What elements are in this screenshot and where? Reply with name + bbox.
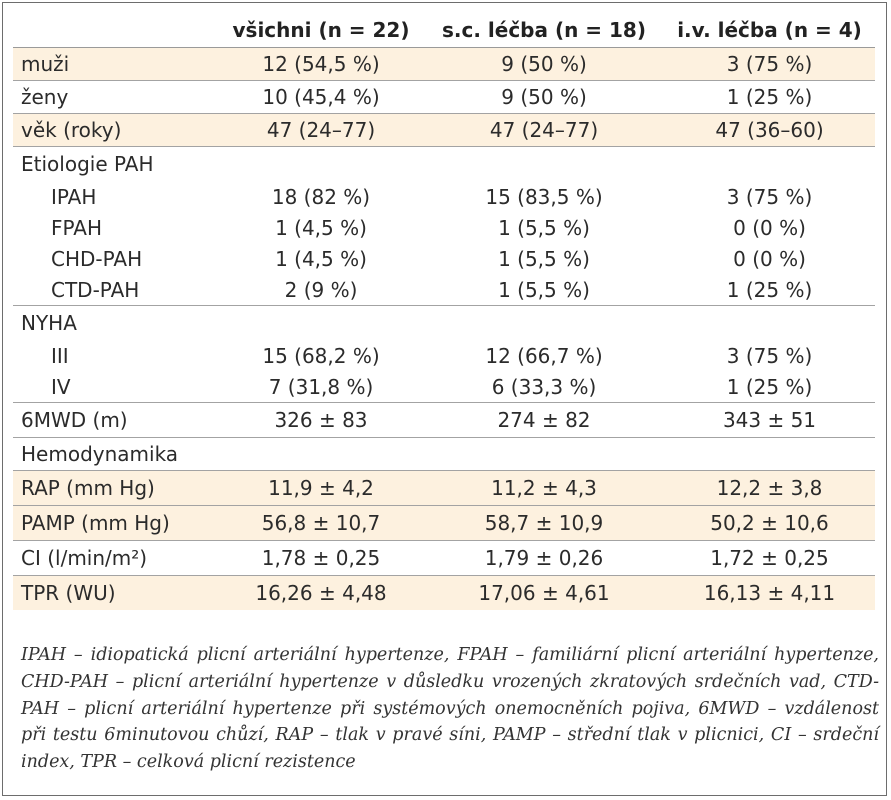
cell-iv: 3 (75 %): [664, 47, 875, 81]
row-label: CHD-PAH: [51, 246, 143, 271]
table-group-row: NYHA: [13, 305, 875, 340]
header-all: všichni (n = 22): [218, 13, 424, 48]
cell-iv: 343 ± 51: [664, 402, 875, 438]
cell-sc: 6 (33,3 %): [491, 374, 597, 399]
cell-iv: 0 (0 %): [733, 215, 806, 240]
cell-iv: 3 (75 %): [726, 343, 813, 368]
cell-sc: 1 (5,5 %): [498, 277, 590, 302]
cell-sc: 11,2 ± 4,3: [424, 470, 664, 506]
cell-sc: 1 (5,5 %): [498, 246, 590, 271]
cell-all: 47 (24–77): [218, 113, 424, 147]
table-row: věk (roky) 47 (24–77) 47 (24–77) 47 (36–…: [13, 113, 875, 147]
row-label: 6MWD (m): [13, 402, 218, 438]
row-label: RAP (mm Hg): [13, 470, 218, 506]
row-label: PAMP (mm Hg): [13, 505, 218, 541]
header-iv: i.v. léčba (n = 4): [664, 13, 875, 48]
table-row: TPR (WU) 16,26 ± 4,48 17,06 ± 4,61 16,13…: [13, 575, 875, 610]
table-row: CI (l/min/m²) 1,78 ± 0,25 1,79 ± 0,26 1,…: [13, 540, 875, 576]
header-sc: s.c. léčba (n = 18): [424, 13, 664, 48]
header-label: [13, 13, 218, 48]
table-group-row: Etiologie PAH: [13, 146, 875, 181]
cell-sc: 15 (83,5 %): [485, 184, 603, 209]
cell-iv: 1 (25 %): [664, 80, 875, 114]
table-row: 6MWD (m) 326 ± 83 274 ± 82 343 ± 51: [13, 402, 875, 438]
cell-sc: 47 (24–77): [424, 113, 664, 147]
row-label: CI (l/min/m²): [13, 540, 218, 576]
cell-all: 2 (9 %): [284, 277, 358, 302]
table-row: PAMP (mm Hg) 56,8 ± 10,7 58,7 ± 10,9 50,…: [13, 505, 875, 541]
cell-iv: 16,13 ± 4,11: [664, 575, 875, 610]
table-row: III 15 (68,2 %) 12 (66,7 %) 3 (75 %): [13, 340, 875, 371]
cell-all: 16,26 ± 4,48: [218, 575, 424, 610]
cell-iv: 1,72 ± 0,25: [664, 540, 875, 576]
group-label: NYHA: [13, 305, 218, 340]
cell-iv: 1 (25 %): [726, 277, 813, 302]
cell-all: 1 (4,5 %): [275, 246, 367, 271]
row-label: věk (roky): [13, 113, 218, 147]
cell-all: 56,8 ± 10,7: [218, 505, 424, 541]
cell-all: 1 (4,5 %): [275, 215, 367, 240]
cell-sc: 12 (66,7 %): [485, 343, 603, 368]
cell-iv: 50,2 ± 10,6: [664, 505, 875, 541]
row-label: FPAH: [51, 215, 103, 240]
cell-sc: 17,06 ± 4,61: [424, 575, 664, 610]
group-label: Etiologie PAH: [13, 146, 218, 181]
cell-iv: 0 (0 %): [733, 246, 806, 271]
cell-all: 12 (54,5 %): [218, 47, 424, 81]
cell-all: 7 (31,8 %): [268, 374, 374, 399]
row-label: ženy: [13, 80, 218, 114]
cell-all: 326 ± 83: [218, 402, 424, 438]
cell-sc: 9 (50 %): [424, 47, 664, 81]
cell-all: 1,78 ± 0,25: [218, 540, 424, 576]
row-label: muži: [13, 47, 218, 81]
table-row: muži 12 (54,5 %) 9 (50 %) 3 (75 %): [13, 47, 875, 81]
cell-sc: 58,7 ± 10,9: [424, 505, 664, 541]
table-row: CHD-PAH 1 (4,5 %) 1 (5,5 %) 0 (0 %): [13, 243, 875, 274]
cell-iv: 12,2 ± 3,8: [664, 470, 875, 506]
row-label: IV: [51, 374, 71, 399]
cell-all: 15 (68,2 %): [262, 343, 380, 368]
cell-sc: 1 (5,5 %): [498, 215, 590, 240]
cell-sc: 274 ± 82: [424, 402, 664, 438]
table-row: RAP (mm Hg) 11,9 ± 4,2 11,2 ± 4,3 12,2 ±…: [13, 470, 875, 506]
table-row: CTD-PAH 2 (9 %) 1 (5,5 %) 1 (25 %): [13, 274, 875, 306]
table-row: IPAH 18 (82 %) 15 (83,5 %) 3 (75 %): [13, 181, 875, 212]
cell-all: 10 (45,4 %): [218, 80, 424, 114]
patient-characteristics-table: všichni (n = 22) s.c. léčba (n = 18) i.v…: [13, 13, 875, 610]
row-label: IPAH: [51, 184, 97, 209]
table-row: ženy 10 (45,4 %) 9 (50 %) 1 (25 %): [13, 80, 875, 114]
table-row: FPAH 1 (4,5 %) 1 (5,5 %) 0 (0 %): [13, 212, 875, 243]
row-label: CTD-PAH: [51, 277, 140, 302]
cell-all: 18 (82 %): [271, 184, 371, 209]
row-label: III: [51, 343, 69, 368]
cell-iv: 1 (25 %): [726, 374, 813, 399]
table-row: IV 7 (31,8 %) 6 (33,3 %) 1 (25 %): [13, 371, 875, 403]
cell-sc: 9 (50 %): [424, 80, 664, 114]
table-header-row: všichni (n = 22) s.c. léčba (n = 18) i.v…: [13, 13, 875, 48]
table-group-row: Hemodynamika: [13, 437, 875, 471]
cell-iv: 47 (36–60): [664, 113, 875, 147]
cell-all: 11,9 ± 4,2: [218, 470, 424, 506]
row-label: TPR (WU): [13, 575, 218, 610]
cell-iv: 3 (75 %): [726, 184, 813, 209]
group-label: Hemodynamika: [13, 437, 218, 471]
table-footnote: IPAH – idiopatická plicní arteriální hyp…: [21, 645, 879, 773]
cell-sc: 1,79 ± 0,26: [424, 540, 664, 576]
